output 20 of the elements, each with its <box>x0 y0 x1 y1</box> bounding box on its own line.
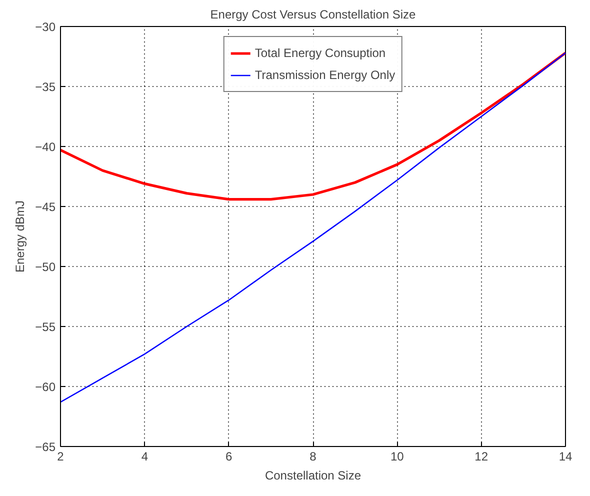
legend-label: Total Energy Consuption <box>254 46 386 60</box>
x-tick-label: 6 <box>225 450 232 464</box>
y-tick-label: −65 <box>35 440 56 454</box>
y-tick-label: −30 <box>35 20 56 34</box>
y-axis-title: Energy dBmJ <box>13 200 28 273</box>
chart-title: Energy Cost Versus Constellation Size <box>210 8 416 22</box>
x-axis-title: Constellation Size <box>264 468 362 482</box>
legend-label: Transmission Energy Only <box>254 68 396 82</box>
y-tick-label: −45 <box>35 200 56 214</box>
x-tick-label: 4 <box>141 450 148 464</box>
y-tick-label: −50 <box>35 260 56 274</box>
x-tick-label: 8 <box>310 450 317 464</box>
y-tick-label: −40 <box>35 140 56 154</box>
x-tick-label: 10 <box>390 450 404 464</box>
y-tick-label: −55 <box>35 320 56 334</box>
y-tick-label: −60 <box>35 380 56 394</box>
y-tick-label: −35 <box>35 80 56 94</box>
x-tick-label: 14 <box>558 450 572 464</box>
x-tick-label: 12 <box>474 450 488 464</box>
x-tick-label: 2 <box>57 450 64 464</box>
